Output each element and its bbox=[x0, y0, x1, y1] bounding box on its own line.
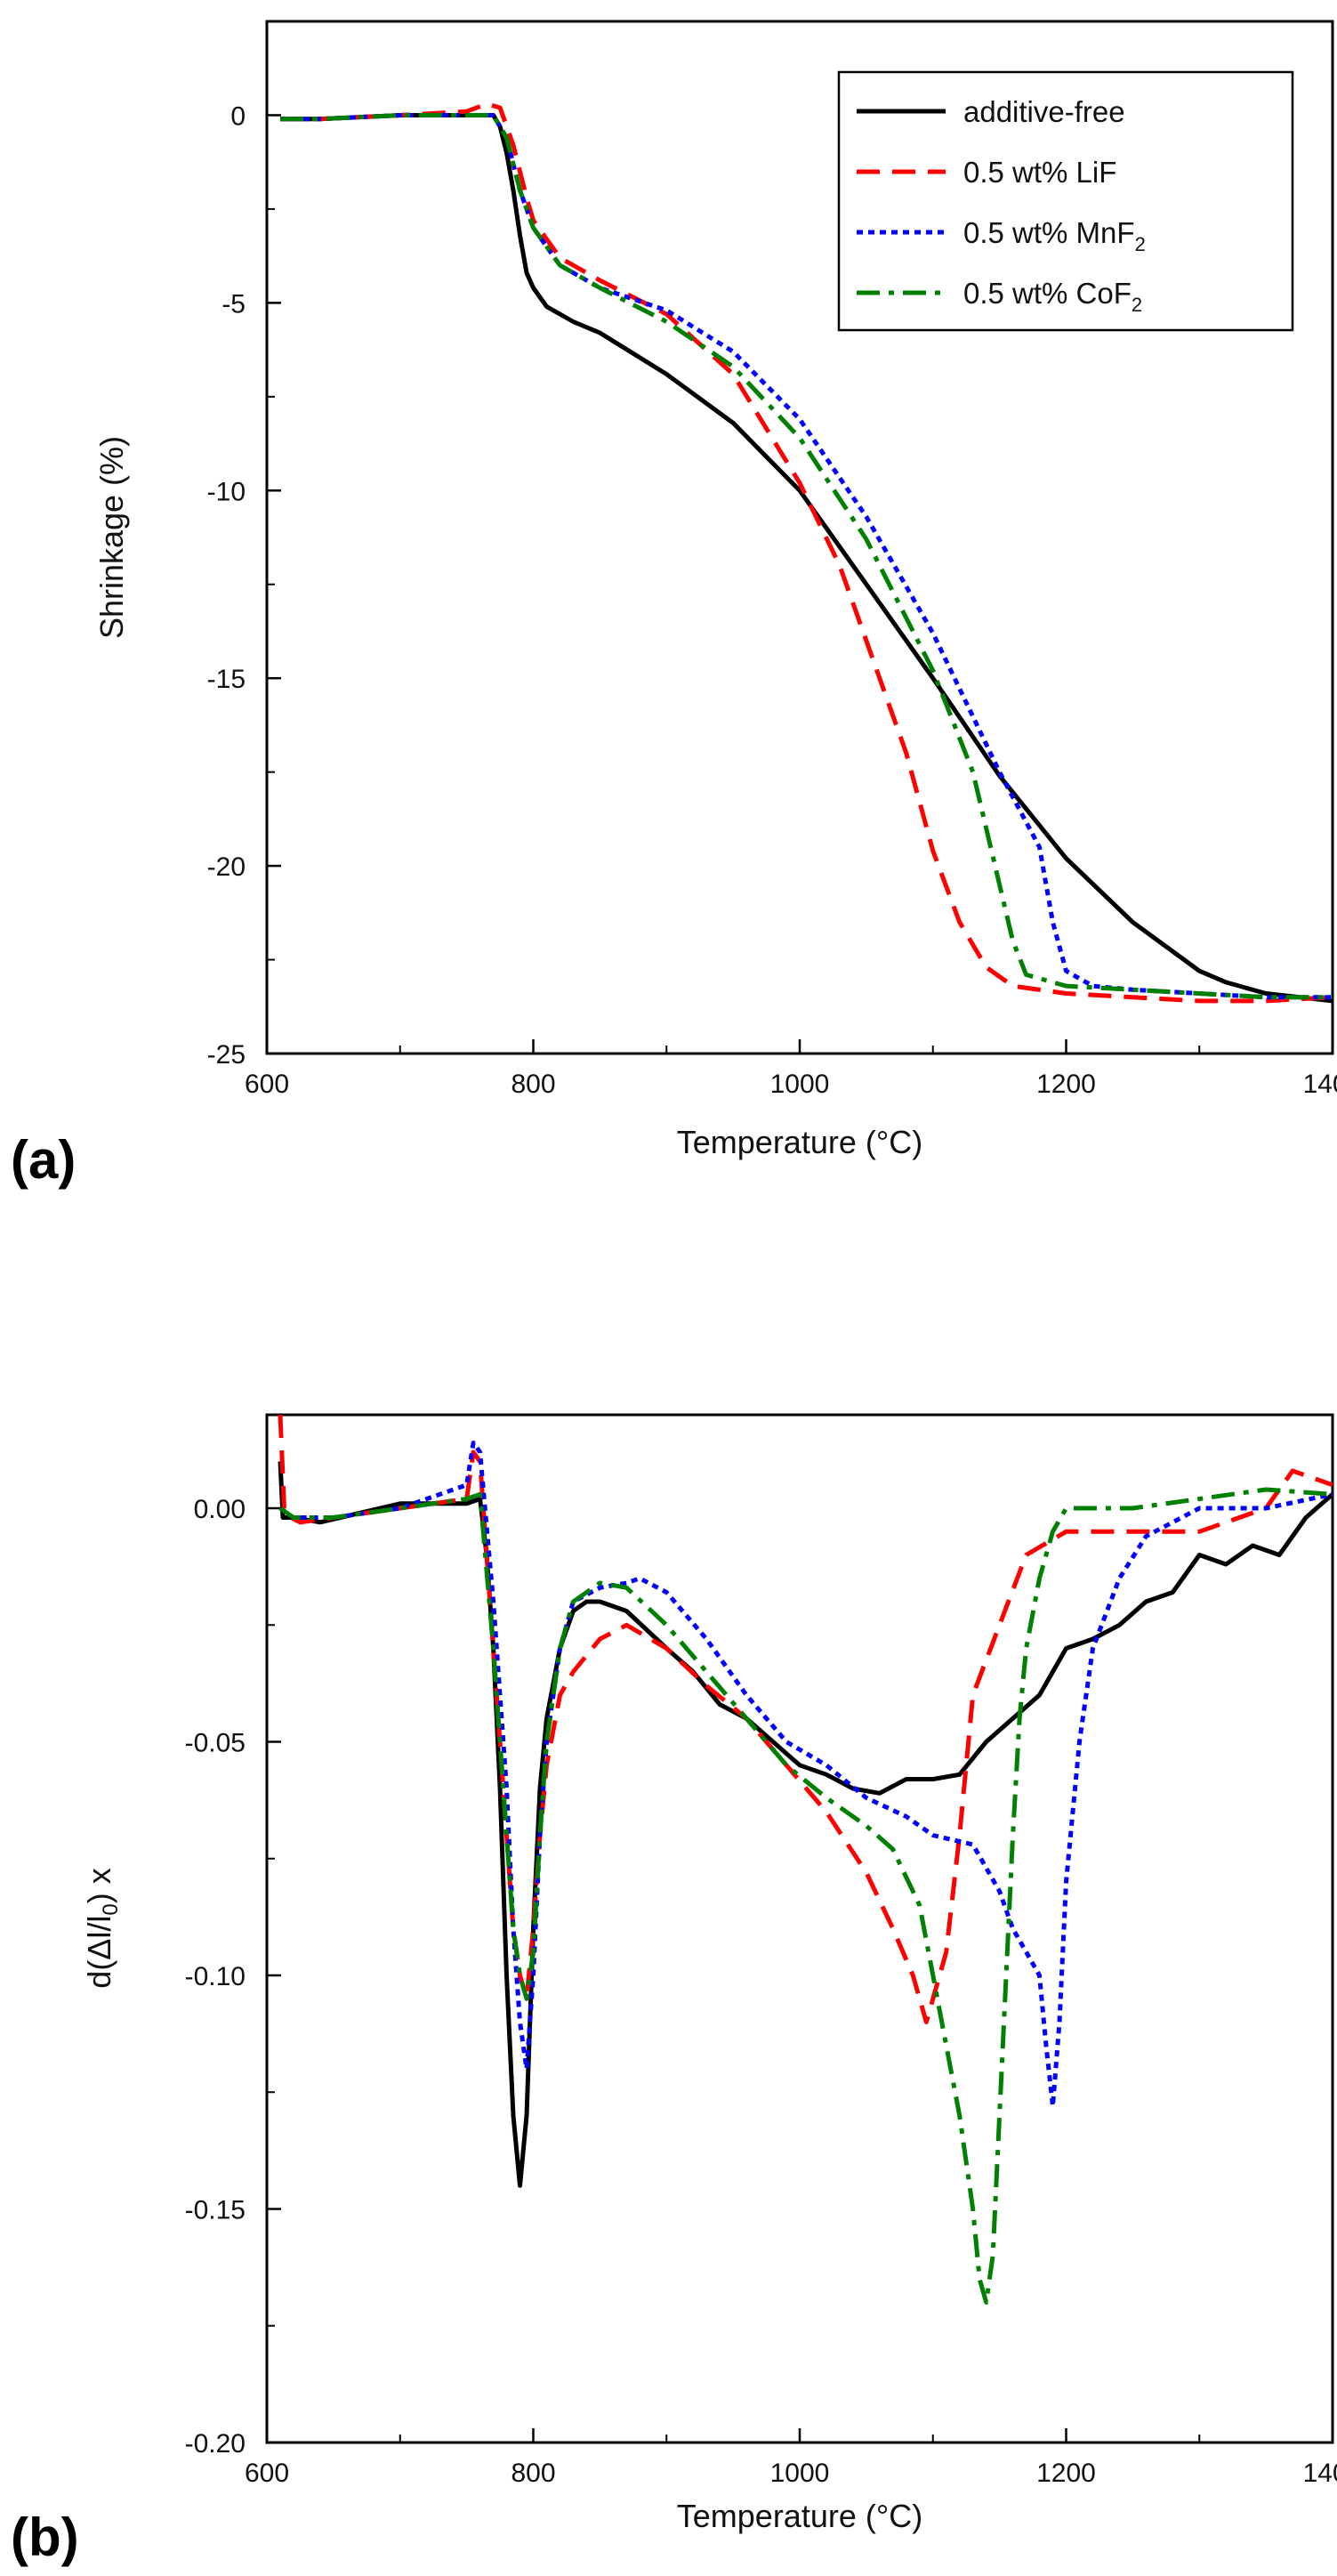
a-series-line-additive-free bbox=[280, 113, 1333, 1004]
a-y-tick-label: -15 bbox=[207, 665, 246, 694]
panel-b-y-axis-title-end: ) x bbox=[81, 1868, 117, 1903]
a-y-tick-label: -20 bbox=[207, 852, 246, 882]
b-x-tick-label: 1400 bbox=[1303, 2459, 1337, 2488]
b-series-line-lif bbox=[278, 1414, 1333, 2024]
panel-a-letter: (a) bbox=[11, 1130, 76, 1190]
legend-label-text: 0.5 wt% LiF bbox=[963, 156, 1116, 189]
b-x-tick-label: 600 bbox=[245, 2459, 289, 2488]
a-x-tick-label: 1400 bbox=[1303, 1070, 1337, 1099]
legend-label-text: additive-free bbox=[963, 95, 1125, 128]
panel-a-series bbox=[280, 101, 1333, 1004]
b-series-line-cof2 bbox=[278, 1487, 1333, 2305]
panel-a-axis-ticks bbox=[265, 114, 1334, 1055]
panel-b-y-axis-title: d(Δl/l0) x bbox=[81, 1868, 123, 1988]
a-y-tick-label: 0 bbox=[230, 101, 246, 131]
panel-b-plot-frame bbox=[265, 1413, 1334, 2444]
legend-label-cof2: 0.5 wt% CoF2 bbox=[963, 277, 1142, 316]
panel-a-shrinkage-chart: 600 800 1000 1200 1400 0 -5 -10 -15 -20 -25 additi… bbox=[11, 20, 1337, 1190]
b-y-tick-label: -0.10 bbox=[185, 1962, 246, 1991]
b-y-tick-label: -0.20 bbox=[185, 2429, 246, 2459]
a-y-tick-label: -10 bbox=[207, 477, 246, 506]
a-series-line-cof2 bbox=[280, 113, 1333, 1000]
b-y-tick-label: -0.15 bbox=[185, 2196, 246, 2225]
panel-b-tick-labels: 600 800 1000 1200 1400 0.00 -0.05 -0.10 -0.15 -0.… bbox=[185, 1495, 1337, 2488]
panel-b-y-axis-title-main: d(Δl/l bbox=[81, 1916, 117, 1989]
a-x-tick-label: 800 bbox=[511, 1070, 555, 1099]
a-x-tick-label: 1000 bbox=[770, 1070, 830, 1099]
b-series-line-additive-free bbox=[278, 1461, 1334, 2188]
legend-label-subscript: 2 bbox=[1135, 233, 1146, 255]
b-x-tick-label: 800 bbox=[511, 2459, 555, 2488]
panel-b-series bbox=[278, 1414, 1334, 2305]
panel-b-derivative-chart: 600 800 1000 1200 1400 0.00 -0.05 -0.10 -0.15 -0.… bbox=[11, 1413, 1337, 2567]
legend-label-additive-free: additive-free bbox=[963, 95, 1125, 128]
legend-label-mnf2: 0.5 wt% MnF2 bbox=[963, 216, 1146, 255]
a-x-tick-label: 1200 bbox=[1036, 1070, 1096, 1099]
panel-a-y-axis-title: Shrinkage (%) bbox=[93, 436, 130, 639]
b-y-tick-label: 0.00 bbox=[194, 1495, 246, 1524]
b-x-tick-label: 1200 bbox=[1036, 2459, 1096, 2488]
a-y-tick-label: -5 bbox=[221, 289, 246, 319]
b-y-tick-label: -0.05 bbox=[185, 1729, 246, 1758]
legend-label-text: 0.5 wt% MnF bbox=[963, 216, 1135, 249]
b-x-tick-label: 1000 bbox=[770, 2459, 830, 2488]
panel-b-axis-ticks bbox=[265, 1506, 1334, 2444]
a-series-line-lif bbox=[280, 101, 1333, 1004]
panel-b-letter: (b) bbox=[11, 2507, 79, 2567]
a-y-tick-label: -25 bbox=[207, 1040, 246, 1070]
panel-a-x-axis-title: Temperature (°C) bbox=[677, 1124, 922, 1160]
legend-label-lif: 0.5 wt% LiF bbox=[963, 156, 1116, 189]
a-x-tick-label: 600 bbox=[245, 1070, 289, 1099]
panel-a-tick-labels: 600 800 1000 1200 1400 0 -5 -10 -15 -20 -25 bbox=[207, 101, 1337, 1099]
legend-box bbox=[837, 70, 1294, 332]
b-series-line-mnf2 bbox=[278, 1441, 1333, 2109]
panel-b-x-axis-title: Temperature (°C) bbox=[677, 2498, 922, 2534]
legend-label-text: 0.5 wt% CoF bbox=[963, 277, 1132, 310]
panel-b-y-axis-title-sub: 0 bbox=[99, 1903, 123, 1915]
a-series-line-mnf2 bbox=[280, 113, 1333, 1000]
legend-label-subscript: 2 bbox=[1132, 294, 1142, 316]
